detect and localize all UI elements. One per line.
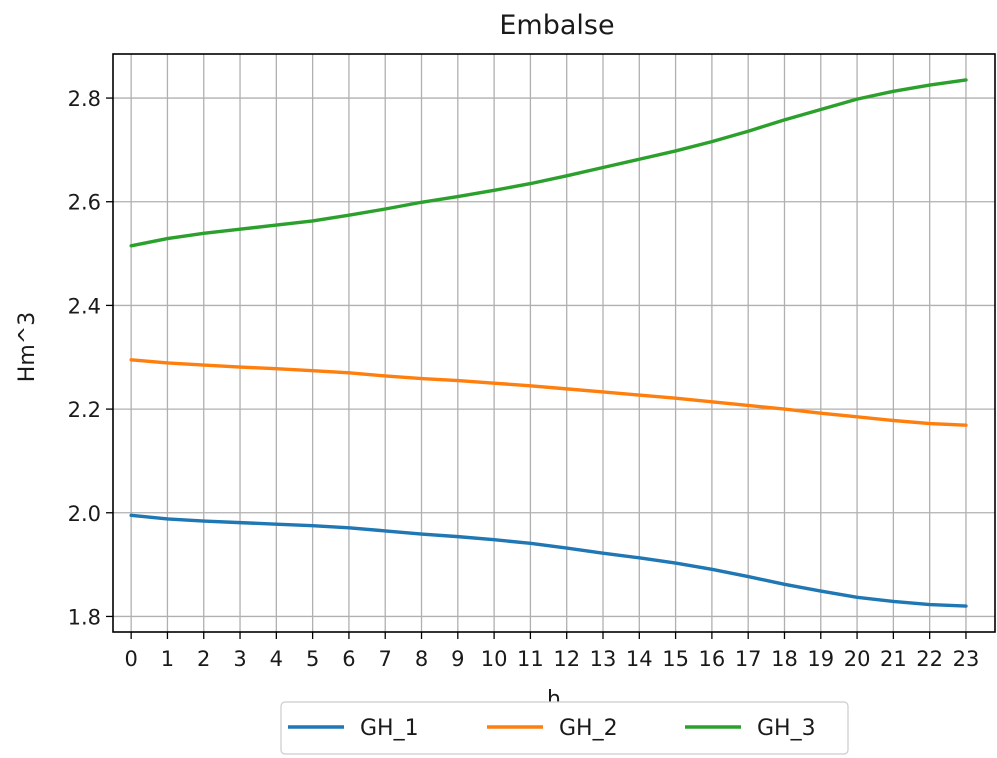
legend-entry: GH_3 — [685, 716, 816, 741]
plot-area-frame — [112, 53, 996, 633]
y-tick-label: 1.8 — [68, 605, 101, 629]
x-tick-label: 6 — [342, 647, 355, 671]
legend-entry: GH_2 — [487, 716, 618, 741]
legend-entry: GH_1 — [288, 716, 419, 741]
x-tick-label: 12 — [553, 647, 580, 671]
x-tick-label: 21 — [880, 647, 907, 671]
x-tick-label: 7 — [379, 647, 392, 671]
series-line-gh-2 — [129, 358, 968, 427]
x-tick-label: 15 — [662, 647, 689, 671]
x-axis-ticks: 0 1 2 3 4 5 6 7 8 9 10 11 12 13 14 15 16 17 18 19 20 21 22 23 — [124, 632, 979, 671]
series-line-gh-3 — [129, 78, 968, 248]
x-tick-label: 18 — [771, 647, 798, 671]
x-tick-label: 14 — [626, 647, 653, 671]
x-tick-label: 3 — [233, 647, 246, 671]
legend-label: GH_1 — [360, 716, 419, 741]
y-axis-label: Hm^3 — [15, 312, 40, 382]
x-tick-label: 20 — [844, 647, 871, 671]
y-axis-ticks: 1.8 2.0 2.2 2.4 2.6 2.8 — [68, 87, 113, 629]
y-tick-label: 2.6 — [68, 191, 101, 215]
x-tick-label: 11 — [517, 647, 544, 671]
y-tick-label: 2.4 — [68, 294, 101, 318]
x-tick-label: 16 — [699, 647, 726, 671]
x-tick-label: 13 — [590, 647, 617, 671]
x-tick-label: 2 — [197, 647, 210, 671]
legend-box — [280, 701, 849, 755]
legend-label: GH_2 — [559, 716, 618, 741]
x-tick-label: 0 — [124, 647, 137, 671]
y-tick-label: 2.0 — [68, 502, 101, 526]
legend: GH_1 GH_2 GH_3 — [280, 701, 849, 755]
x-tick-label: 23 — [953, 647, 980, 671]
x-tick-label: 10 — [481, 647, 508, 671]
x-tick-label: 8 — [415, 647, 428, 671]
chart-title: Embalse — [499, 10, 614, 41]
y-tick-label: 2.8 — [68, 87, 101, 111]
x-tick-label: 19 — [807, 647, 834, 671]
x-tick-label: 9 — [451, 647, 464, 671]
x-tick-label: 1 — [161, 647, 174, 671]
grid — [113, 54, 995, 632]
series-lines — [129, 78, 968, 608]
legend-label: GH_3 — [757, 716, 816, 741]
series-line-gh-1 — [129, 513, 968, 608]
x-tick-label: 4 — [270, 647, 283, 671]
x-tick-label: 17 — [735, 647, 762, 671]
x-tick-label: 5 — [306, 647, 319, 671]
y-tick-label: 2.2 — [68, 398, 101, 422]
x-tick-label: 22 — [916, 647, 943, 671]
